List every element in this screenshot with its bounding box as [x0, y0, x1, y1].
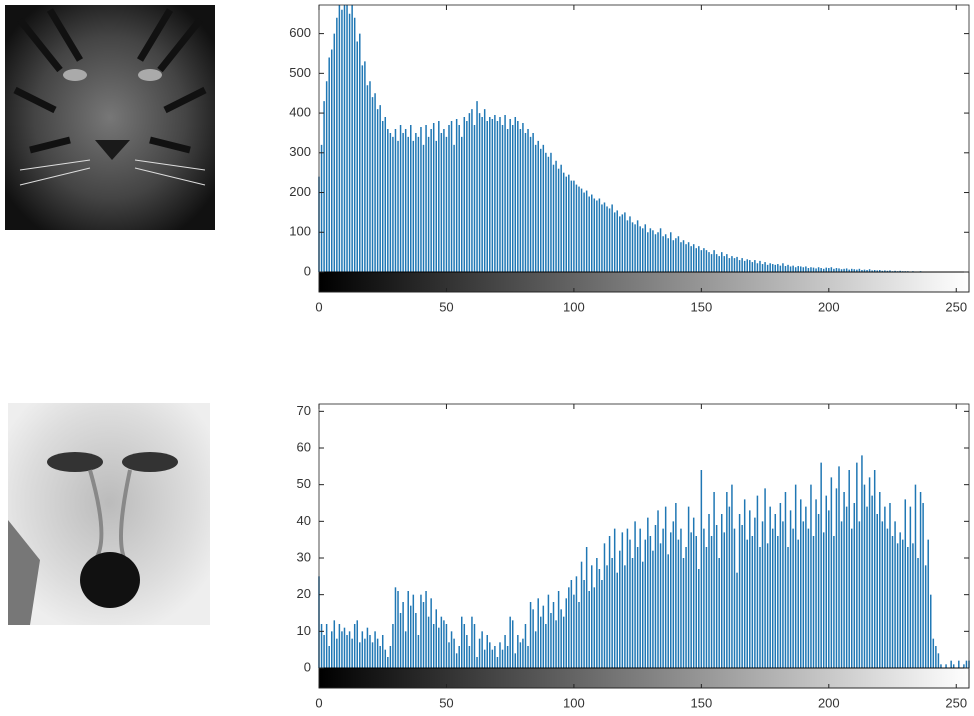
x-tick-label: 250: [945, 299, 967, 314]
y-tick-label: 40: [297, 513, 311, 528]
colorbar: [319, 272, 969, 292]
y-tick-label: 70: [297, 403, 311, 418]
x-tick-label: 0: [315, 299, 322, 314]
x-tick-label: 200: [818, 299, 840, 314]
x-tick-label: 50: [439, 299, 453, 314]
x-tick-label: 200: [818, 695, 840, 710]
y-tick-label: 50: [297, 476, 311, 491]
x-tick-label: 100: [563, 299, 585, 314]
page: 0100200300400500600050100150200250010203…: [0, 0, 974, 711]
colorbar: [319, 668, 969, 688]
y-tick-label: 500: [289, 65, 311, 80]
y-tick-label: 600: [289, 25, 311, 40]
y-tick-label: 300: [289, 144, 311, 159]
y-tick-label: 200: [289, 184, 311, 199]
y-tick-label: 0: [304, 263, 311, 278]
figure: 0100200300400500600050100150200250010203…: [0, 0, 974, 711]
y-tick-label: 60: [297, 439, 311, 454]
x-tick-label: 50: [439, 695, 453, 710]
tiger-image: [5, 5, 215, 230]
y-tick-label: 0: [304, 659, 311, 674]
y-tick-label: 100: [289, 224, 311, 239]
x-tick-label: 250: [945, 695, 967, 710]
y-tick-label: 30: [297, 549, 311, 564]
bear-image: [8, 403, 210, 625]
x-tick-label: 100: [563, 695, 585, 710]
y-tick-label: 400: [289, 105, 311, 120]
x-tick-label: 0: [315, 695, 322, 710]
x-tick-label: 150: [691, 695, 713, 710]
x-tick-label: 150: [691, 299, 713, 314]
y-tick-label: 10: [297, 623, 311, 638]
y-tick-label: 20: [297, 586, 311, 601]
